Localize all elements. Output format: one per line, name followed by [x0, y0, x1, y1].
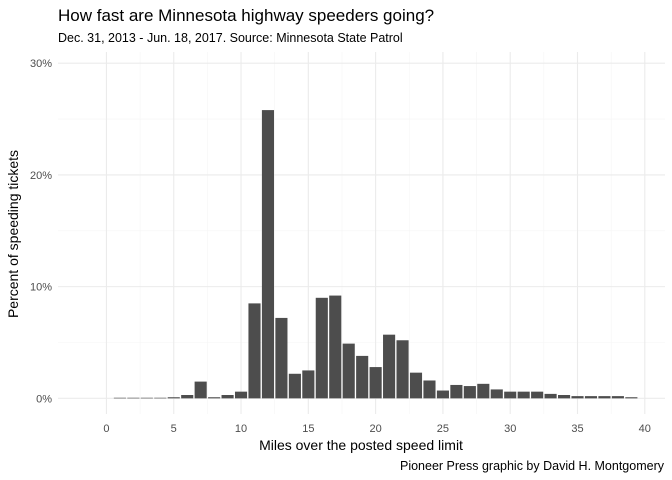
- x-tick-label: 10: [235, 423, 247, 435]
- y-tick-labels: 0% 10% 20% 30%: [30, 58, 52, 405]
- x-tick-label: 0: [103, 423, 109, 435]
- bar-mph-33: [544, 393, 557, 399]
- y-tick-label: 0%: [36, 393, 52, 405]
- bar-mph-36: [584, 396, 598, 399]
- bar-mph-22: [396, 340, 409, 399]
- bar-mph-10: [234, 391, 248, 399]
- chart-subtitle: Dec. 31, 2013 - Jun. 18, 2017. Source: M…: [58, 31, 403, 45]
- bar-mph-4: [154, 397, 167, 399]
- chart-caption: Pioneer Press graphic by David H. Montgo…: [399, 459, 664, 473]
- bar-mph-28: [477, 383, 490, 399]
- bar-mph-6: [181, 395, 194, 399]
- x-tick-label: 40: [639, 423, 651, 435]
- bar-mph-34: [558, 395, 571, 399]
- bar-mph-32: [531, 391, 544, 399]
- bar-mph-7: [194, 381, 207, 399]
- bar-mph-8: [208, 397, 221, 399]
- bar-mph-11: [248, 303, 261, 399]
- bars: [113, 110, 638, 399]
- x-tick-labels: 0 5 10 15 20 25 30 35 40: [103, 423, 651, 435]
- bar-mph-20: [369, 367, 382, 399]
- bar-mph-12: [261, 110, 275, 399]
- bar-mph-31: [517, 391, 530, 399]
- bar-mph-25: [436, 390, 449, 399]
- grid-lines: [58, 52, 665, 414]
- bar-mph-13: [275, 317, 288, 399]
- x-tick-label: 30: [504, 423, 516, 435]
- x-tick-label: 20: [370, 423, 382, 435]
- bar-mph-16: [315, 297, 328, 399]
- bar-mph-21: [383, 334, 396, 399]
- bar-mph-14: [288, 373, 301, 399]
- bar-mph-39: [625, 397, 638, 399]
- bar-mph-15: [302, 370, 315, 399]
- bar-mph-1: [113, 397, 126, 399]
- bar-mph-35: [571, 396, 584, 399]
- x-tick-label: 15: [302, 423, 314, 435]
- chart-title: How fast are Minnesota highway speeders …: [58, 6, 435, 25]
- bar-mph-24: [423, 380, 436, 399]
- bar-mph-18: [342, 343, 355, 399]
- bar-mph-23: [409, 372, 423, 399]
- bar-mph-17: [329, 295, 342, 399]
- bar-mph-30: [504, 391, 517, 399]
- bar-mph-26: [450, 384, 463, 399]
- bar-mph-37: [598, 396, 611, 399]
- x-tick-label: 25: [437, 423, 449, 435]
- x-tick-label: 5: [171, 423, 177, 435]
- y-tick-label: 20%: [30, 170, 52, 182]
- bar-mph-19: [356, 355, 369, 399]
- bar-mph-3: [140, 397, 153, 399]
- bar-mph-5: [167, 397, 180, 399]
- x-axis-title: Miles over the posted speed limit: [259, 437, 463, 453]
- y-axis-title: Percent of speeding tickets: [5, 150, 21, 318]
- bar-mph-9: [221, 395, 234, 399]
- x-tick-label: 35: [571, 423, 583, 435]
- bar-mph-38: [611, 396, 624, 399]
- y-tick-label: 30%: [30, 58, 52, 70]
- y-tick-label: 10%: [30, 282, 52, 294]
- bar-mph-29: [490, 389, 503, 399]
- bar-mph-2: [127, 397, 140, 399]
- bar-mph-27: [463, 386, 476, 399]
